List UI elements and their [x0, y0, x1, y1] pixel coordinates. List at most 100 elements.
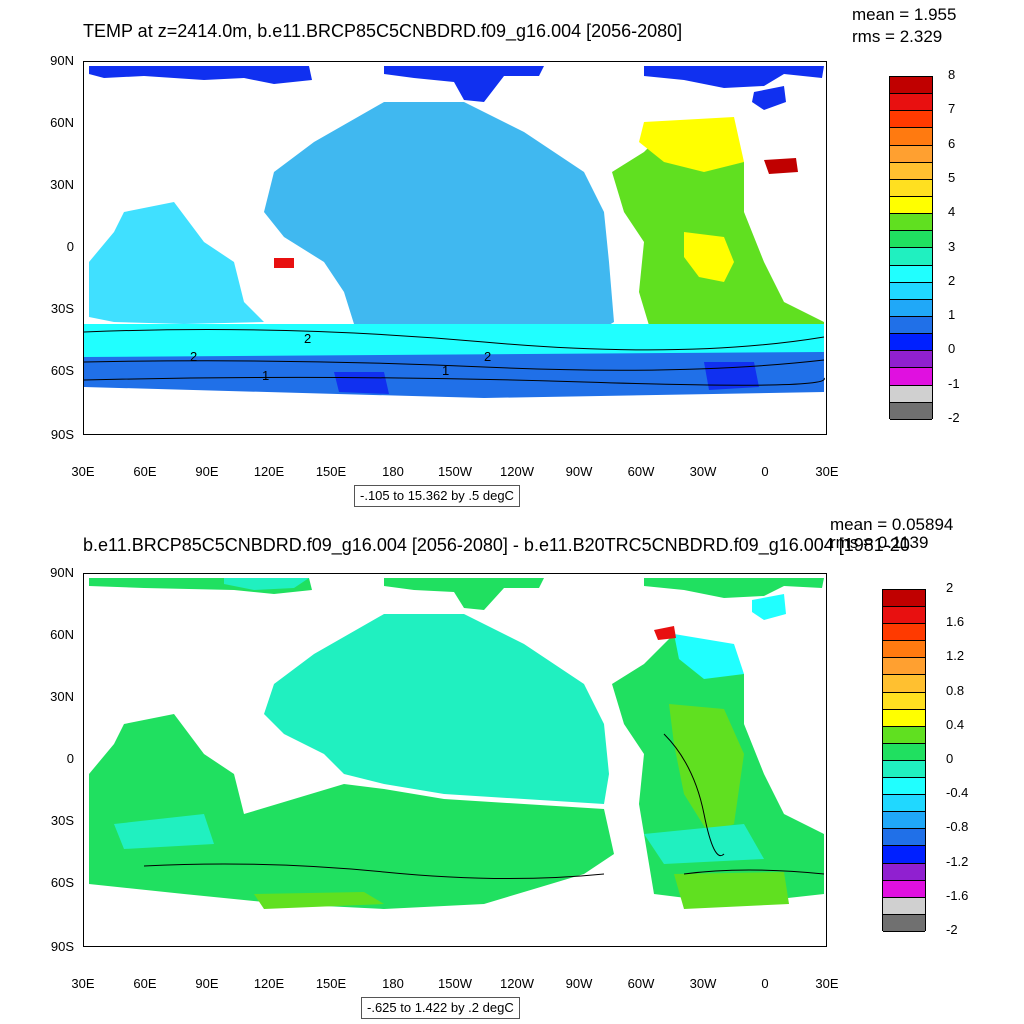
bottom-colorbar-segment: [883, 880, 925, 898]
bottom-colorbar-tick-label: -1.2: [946, 853, 969, 869]
top-arctic-region: [644, 66, 824, 88]
top-contour-label: 2: [304, 331, 311, 346]
top-x-tick-label: 30E: [71, 464, 95, 479]
top-arctic-region: [384, 66, 544, 102]
top-x-tick-label: 0: [761, 464, 769, 479]
top-x-tick-label: 120W: [500, 464, 534, 479]
top-colorbar-segment: [890, 385, 932, 403]
bottom-arctic-region: [752, 594, 786, 620]
bottom-x-tick-label: 30W: [689, 976, 717, 991]
top-y-tick-label: 60S: [50, 363, 74, 378]
top-mean-stat: mean = 1.955: [852, 5, 957, 24]
bottom-colorbar-segment: [883, 812, 925, 830]
bottom-colorbar-tick-label: 0.8: [946, 682, 965, 698]
top-x-tick-label: 180: [382, 464, 404, 479]
bottom-colorbar-tick-label: -1.6: [946, 887, 969, 903]
bottom-southern-cool-patch: [114, 814, 214, 849]
top-colorbar-segment: [890, 351, 932, 369]
bottom-colorbar-tick-label: 0: [946, 751, 954, 766]
top-map-plot-area: 2 2 1 2 1: [83, 61, 827, 435]
top-colorbar-tick-label: 7: [948, 101, 956, 117]
top-colorbar-segment: [890, 162, 932, 180]
top-colorbar-tick-label: -2: [948, 410, 960, 425]
top-colorbar-tick-label: 2: [948, 272, 956, 288]
bottom-colorbar-tick-label: 0.4: [946, 716, 965, 732]
top-y-tick-label: 90S: [50, 427, 74, 442]
bottom-x-tick-label: 60E: [133, 976, 157, 991]
bottom-contour-line: [683, 869, 825, 875]
top-y-tick-label: 30N: [50, 177, 74, 192]
top-x-tick-label: 150E: [315, 464, 347, 479]
top-colorbar-segment: [890, 94, 932, 112]
top-atlantic-region: [612, 122, 824, 347]
top-colorbar-tick-label: 5: [948, 169, 956, 185]
bottom-x-tick-label: 150W: [438, 976, 472, 991]
top-colorbar: [889, 76, 933, 420]
bottom-colorbar-segment: [883, 846, 925, 864]
bottom-colorbar-segment: [883, 658, 925, 676]
bottom-x-tick-label: 0: [761, 976, 769, 991]
bottom-colorbar-segment: [883, 829, 925, 847]
bottom-map-plot-area: [83, 573, 827, 947]
top-colorbar-segment: [890, 299, 932, 317]
top-warm-patch: [274, 258, 294, 268]
top-colorbar-segment: [890, 179, 932, 197]
bottom-arctic-region: [224, 578, 309, 590]
bottom-southern-warm-patch: [254, 892, 384, 909]
top-southern-band: [84, 324, 824, 357]
top-x-tick-label: 90E: [195, 464, 219, 479]
top-colorbar-segment: [890, 196, 932, 215]
bottom-colorbar-segment: [883, 914, 925, 932]
top-contour-label: 2: [190, 349, 197, 364]
top-x-tick-label: 60W: [627, 464, 655, 479]
top-y-tick-label: 60N: [50, 115, 74, 130]
bottom-colorbar-segment: [883, 726, 925, 744]
top-colorbar-tick-label: 8: [948, 67, 956, 82]
top-atlantic-warm-core: [684, 232, 734, 282]
top-southern-patch: [334, 372, 389, 394]
bottom-colorbar-segment: [883, 795, 925, 813]
bottom-rms-stat: rms = 0.1139: [830, 533, 929, 552]
top-x-tick-label: 90W: [565, 464, 593, 479]
bottom-arctic-region: [384, 578, 544, 610]
top-rms-stat: rms = 2.329: [852, 27, 943, 46]
top-indian-region: [89, 202, 264, 324]
bottom-x-tick-label: 30E: [71, 976, 95, 991]
top-colorbar-tick-label: 3: [948, 238, 956, 254]
bottom-y-tick-label: 0: [66, 751, 74, 766]
top-contour-line: [84, 376, 825, 386]
top-contour-label: 1: [442, 363, 449, 378]
bottom-contour-line: [663, 733, 725, 857]
top-x-tick-label: 30W: [689, 464, 717, 479]
bottom-y-tick-label: 30S: [50, 813, 74, 828]
bottom-x-tick-label: 150E: [315, 976, 347, 991]
top-contour-label: 1: [262, 368, 269, 383]
bottom-colorbar-tick-label: -2: [946, 922, 958, 937]
top-contour-line: [84, 359, 825, 371]
top-colorbar-segment: [890, 214, 932, 232]
top-contour-range-label: -.105 to 15.362 by .5 degC: [354, 485, 520, 507]
bottom-southern-warm-patch: [674, 872, 789, 909]
top-y-tick-label: 90N: [50, 53, 74, 68]
bottom-x-tick-label: 90E: [195, 976, 219, 991]
top-colorbar-segment: [890, 128, 932, 146]
top-contour-line: [84, 329, 825, 351]
top-colorbar-segment: [890, 368, 932, 386]
top-colorbar-segment: [890, 145, 932, 163]
bottom-y-tick-label: 90S: [50, 939, 74, 954]
bottom-colorbar-tick-label: 1.6: [946, 614, 965, 630]
top-colorbar-segment: [890, 77, 932, 95]
bottom-colorbar: [882, 589, 926, 932]
bottom-colorbar-tick-label: -0.4: [946, 785, 969, 801]
bottom-atlantic-warm-band: [669, 704, 744, 834]
top-colorbar-segment: [890, 334, 932, 352]
bottom-x-tick-label: 120W: [500, 976, 534, 991]
top-north-atlantic-warm: [639, 117, 744, 172]
top-x-tick-label: 150W: [438, 464, 472, 479]
bottom-pacific-region: [264, 614, 609, 804]
bottom-colorbar-tick-label: -0.8: [946, 819, 969, 835]
bottom-southern-cool-patch: [644, 824, 764, 864]
top-contour-label: 2: [484, 349, 491, 364]
top-y-tick-label: 30S: [50, 301, 74, 316]
top-pacific-region: [264, 102, 614, 340]
